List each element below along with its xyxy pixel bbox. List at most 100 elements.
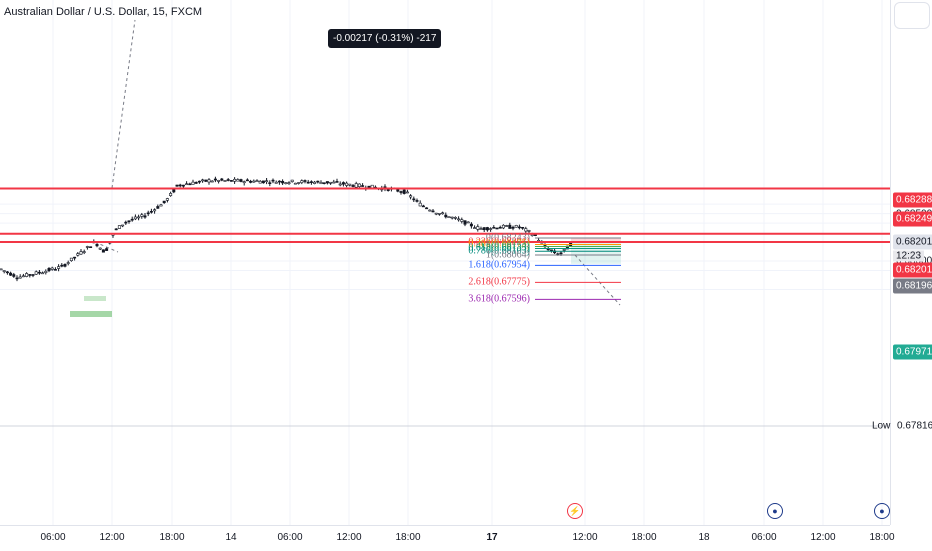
candle-body [89, 246, 93, 248]
candle-body [233, 178, 237, 182]
candle-body [165, 198, 169, 201]
fib-level-label: 0.786(0.68103) [468, 245, 530, 257]
time-tick-label: 18:00 [869, 532, 895, 543]
measure-tooltip: -0.00217 (-0.31%) -217 [328, 29, 442, 48]
candle-body [469, 223, 473, 227]
chart-plot-area[interactable] [0, 0, 890, 525]
candle-body [319, 182, 323, 185]
candle-body [268, 182, 272, 184]
price-axis-label: 0.68201 [893, 234, 932, 250]
candle-body [95, 243, 99, 247]
candle-body [329, 181, 333, 184]
candle-body [354, 183, 358, 188]
fib-level-label: 0.382(0.68175) [468, 238, 530, 250]
candle-body [434, 212, 438, 215]
candle-body [501, 224, 505, 229]
candle-body [271, 179, 275, 182]
candle-body [172, 189, 176, 193]
candle-body [162, 200, 166, 204]
candle-body [178, 184, 182, 187]
price-axis-label: 0.67816 [893, 417, 932, 435]
candle-body [226, 179, 230, 181]
candle-body [489, 228, 493, 230]
candle-body [357, 183, 361, 187]
candle-body [332, 181, 336, 184]
candle-body [117, 225, 121, 229]
candle-body [399, 191, 403, 193]
chart-settings-button[interactable] [894, 2, 930, 29]
economic-event-icon[interactable]: ● [767, 503, 783, 519]
candle-body [229, 180, 233, 182]
time-axis[interactable] [0, 525, 890, 551]
candle-body [514, 225, 518, 228]
economic-event-icon[interactable]: ● [874, 503, 890, 519]
candle-body [191, 181, 195, 185]
candle-body [76, 253, 80, 256]
candle-body [549, 249, 553, 252]
candle-body [476, 226, 480, 230]
candle-body [457, 218, 461, 221]
candle-body [517, 226, 521, 229]
time-tick-label: 18 [698, 532, 710, 543]
candle-body [335, 181, 339, 183]
candle-body [297, 182, 301, 184]
candle-body [143, 215, 147, 218]
candle-body [34, 271, 38, 275]
candle-body [453, 217, 457, 219]
candle-body [303, 180, 307, 182]
time-tick-label: 06:00 [277, 532, 303, 543]
candle-body [79, 251, 83, 255]
candle-body [133, 216, 137, 220]
candle-body [223, 180, 227, 182]
fib-level-label: 0.236(0.68201) [468, 236, 530, 248]
fib-level-label: 3.618(0.67596) [468, 293, 530, 305]
candle-body [402, 189, 406, 194]
candle-body [47, 268, 51, 272]
candle-body [124, 221, 128, 224]
candle-body [485, 227, 489, 231]
projection-line [111, 19, 136, 189]
candle-body [300, 180, 304, 183]
candlestick-chart[interactable] [0, 0, 890, 525]
time-tick-label: 18:00 [631, 532, 657, 543]
candle-body [207, 179, 211, 183]
candle-body [351, 185, 355, 187]
time-tick-label: 12:00 [336, 532, 362, 543]
time-tick-label: 12:00 [572, 532, 598, 543]
candle-body [313, 181, 317, 184]
candle-body [50, 267, 54, 270]
candle-body [2, 270, 6, 272]
candle-body [169, 193, 173, 196]
economic-event-icon[interactable]: ⚡ [567, 503, 583, 519]
candle-body [245, 179, 249, 182]
candle-body [44, 270, 48, 273]
fib-level-label: 1.618(0.67954) [468, 259, 530, 271]
candle-body [511, 226, 515, 229]
bar-countdown: 12:23 [893, 250, 925, 262]
candle-body [316, 180, 320, 183]
candle-body [210, 180, 214, 183]
candle-body [450, 216, 454, 219]
candle-body [498, 227, 502, 229]
candle-body [309, 181, 313, 183]
candle-body [9, 272, 13, 276]
candle-body [140, 214, 144, 217]
candle-body [98, 247, 102, 250]
candle-body [265, 180, 269, 183]
candle-body [421, 205, 425, 208]
candle-body [236, 179, 240, 182]
price-axis[interactable] [890, 0, 932, 525]
candle-body [60, 264, 64, 267]
candle-body [508, 224, 512, 229]
candle-body [53, 269, 57, 271]
candle-body [409, 195, 413, 198]
candle-body [201, 179, 205, 182]
candle-body [69, 257, 73, 261]
candle-body [181, 184, 185, 187]
candle-body [281, 180, 285, 184]
candle-body [127, 220, 131, 223]
candle-body [242, 181, 246, 184]
candle-body [361, 185, 365, 187]
candle-body [521, 226, 525, 229]
candle-body [293, 182, 297, 185]
